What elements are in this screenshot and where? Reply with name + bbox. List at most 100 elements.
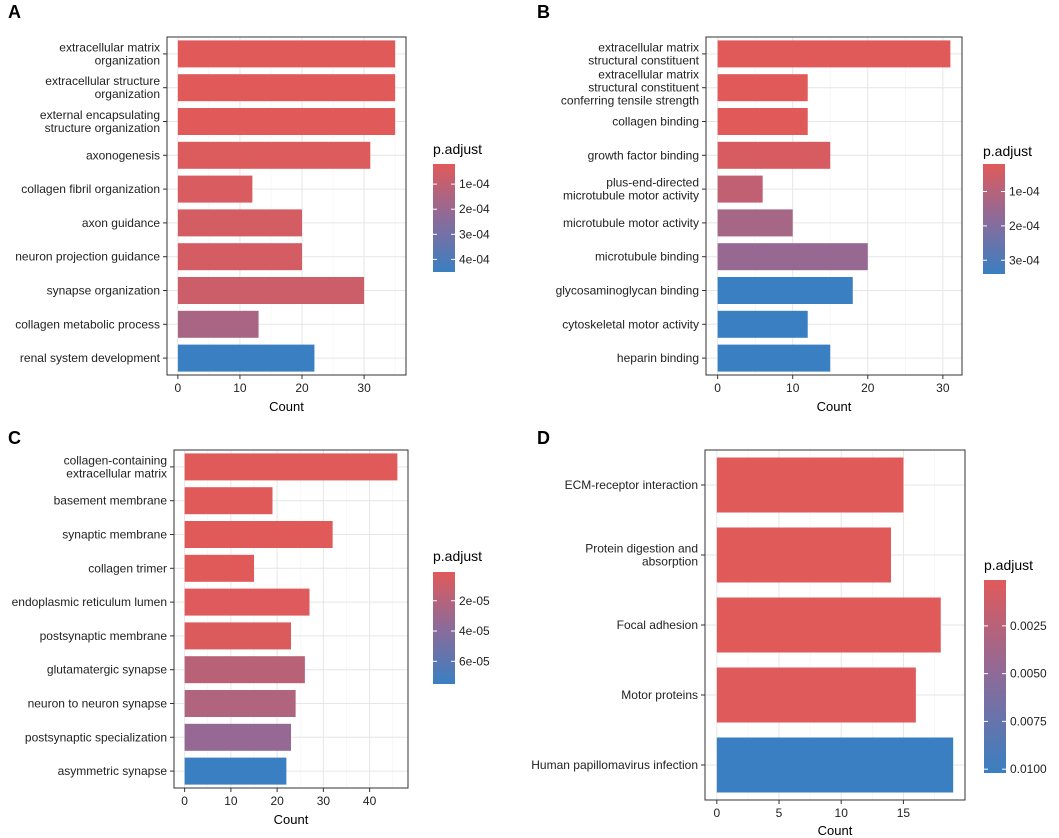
y-tick-label: glutamatergic synapse [47,663,167,677]
bar-c-3 [184,554,255,582]
y-tick-label: extracellular matrix organization [59,40,160,67]
y-tick-label: ECM-receptor interaction [565,478,698,492]
y-tick-label: growth factor binding [588,148,699,162]
bar-b-8 [717,310,808,338]
bar-b-6 [717,243,868,271]
y-tick-label: Human papillomavirus infection [531,758,698,772]
bar-a-2 [177,108,396,135]
legend-colorbar [433,572,455,684]
legend-title: p.adjust [433,141,482,157]
y-tick-label: neuron projection guidance [15,250,160,264]
legend-title: p.adjust [433,548,482,564]
y-tick-label: extracellular matrix structural constitue… [588,40,699,67]
y-tick-label: Protein digestion and absorption [585,542,698,569]
bar-c-6 [184,656,305,684]
bar-c-7 [184,690,296,717]
legend-tick-label: 1e-04 [1009,185,1040,199]
bar-b-7 [717,277,853,304]
legend-title: p.adjust [984,557,1033,573]
bar-b-1 [717,74,808,102]
bar-b-2 [717,108,808,135]
chart-panel-c: collagen-containing extracellular matrix b… [12,449,490,827]
y-tick-label: microtubule binding [595,250,699,264]
y-tick-label: glycosaminoglycan binding [556,284,699,298]
y-tick-label: collagen fibril organization [21,182,160,196]
y-tick-label: collagen binding [612,115,699,129]
x-tick-label: 20 [861,381,875,395]
bar-d-0 [716,457,904,513]
bar-a-6 [177,243,303,271]
bar-a-8 [177,310,259,338]
x-tick-label: 30 [357,381,371,395]
y-tick-label: cytoskeletal motor activity [562,317,699,331]
x-axis-label: Count [818,823,853,838]
bar-d-2 [716,597,941,653]
legend-tick-label: 4e-05 [459,624,490,638]
bar-c-4 [184,588,310,616]
panel-label-b: B [537,2,550,22]
x-tick-label: 30 [936,381,950,395]
bar-d-3 [716,667,916,723]
x-tick-label: 0 [181,794,188,808]
x-tick-label: 40 [363,794,377,808]
x-axis-label: Count [817,399,852,414]
legend-tick-label: 2e-04 [1009,219,1040,233]
bar-b-0 [717,40,951,68]
panel-border [705,36,963,376]
y-tick-label: collagen-containing extracellular matrix [64,453,167,480]
bar-d-1 [716,527,891,583]
y-tick-label: axonogenesis [86,148,160,162]
bar-a-0 [177,40,396,68]
x-tick-label: 10 [224,794,238,808]
y-tick-label: microtubule motor activity [563,216,699,230]
legend-tick-label: 1e-04 [459,177,490,191]
y-tick-label: heparin binding [617,351,699,365]
x-tick-label: 15 [897,806,911,820]
y-tick-label: asymmetric synapse [58,764,168,778]
panel-label-c: C [8,428,21,448]
bar-c-9 [184,757,287,785]
y-tick-label: postsynaptic specialization [25,730,167,744]
y-tick-label: endoplasmic reticulum lumen [12,595,167,609]
legend-tick-label: 4e-04 [459,252,490,266]
legend-tick-label: 0.0100 [1010,762,1047,776]
y-tick-label: renal system development [20,351,161,365]
x-axis-label: Count [269,399,304,414]
y-tick-label: plus-end-directed microtubule motor activ… [563,176,699,203]
y-tick-label: synapse organization [47,284,160,298]
bar-a-3 [177,141,371,169]
y-tick-label: Focal adhesion [617,618,698,632]
bar-b-3 [717,141,831,169]
bar-c-2 [184,521,333,548]
legend-tick-label: 0.0050 [1010,667,1047,681]
panel-label-a: A [8,2,21,22]
x-tick-label: 20 [295,381,309,395]
bar-a-7 [177,277,365,304]
panel-label-d: D [537,428,550,448]
x-tick-label: 20 [270,794,284,808]
y-tick-label: postsynaptic membrane [40,629,168,643]
legend-tick-label: 3e-04 [1009,253,1040,267]
y-tick-label: collagen metabolic process [15,317,160,331]
legend-tick-label: 2e-04 [459,202,490,216]
bar-b-4 [717,175,763,203]
legend-tick-label: 0.0075 [1010,714,1047,728]
chart-panel-b: extracellular matrix structural constitue… [556,36,1040,414]
panel-border [166,36,407,376]
legend-colorbar [983,164,1005,274]
bar-d-4 [716,737,954,793]
y-tick-label: synaptic membrane [62,528,167,542]
y-tick-label: external encapsulating structure organiza… [40,108,160,135]
x-tick-label: 0 [713,806,720,820]
bar-a-1 [177,74,396,102]
panel-border [173,449,409,789]
x-tick-label: 0 [175,381,182,395]
y-tick-label: Motor proteins [621,688,698,702]
bar-c-5 [184,622,291,650]
y-tick-label: collagen trimer [88,561,167,575]
bar-a-4 [177,175,253,203]
legend-title: p.adjust [983,143,1032,159]
legend-tick-label: 0.0025 [1010,619,1047,633]
bar-a-9 [177,344,315,372]
bar-c-0 [184,453,398,481]
